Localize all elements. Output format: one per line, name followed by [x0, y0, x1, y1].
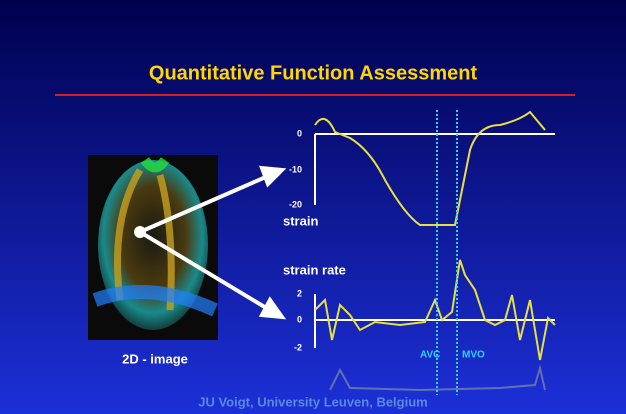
footer: JU Voigt, University Leuven, Belgium [198, 394, 427, 409]
strain-rate-label: strain rate [283, 262, 346, 277]
tick-label: 0 [297, 128, 302, 138]
slide-title: Quantitative Function Assessment [149, 62, 478, 84]
tick-label: -10 [289, 164, 302, 174]
marker-label: MVO [462, 350, 485, 361]
image-label: 2D - image [122, 351, 188, 366]
strain-plot [314, 110, 555, 226]
echo-image [88, 155, 218, 340]
tick-label: -20 [289, 199, 302, 209]
strain-label: strain [283, 213, 318, 228]
arrows [138, 165, 287, 320]
marker-lines [436, 110, 458, 395]
marker-label: AVC [420, 350, 440, 361]
tick-label: 0 [297, 314, 302, 324]
tick-label: 2 [297, 288, 302, 298]
sample-point [134, 226, 146, 238]
tick-label: -2 [294, 342, 302, 352]
